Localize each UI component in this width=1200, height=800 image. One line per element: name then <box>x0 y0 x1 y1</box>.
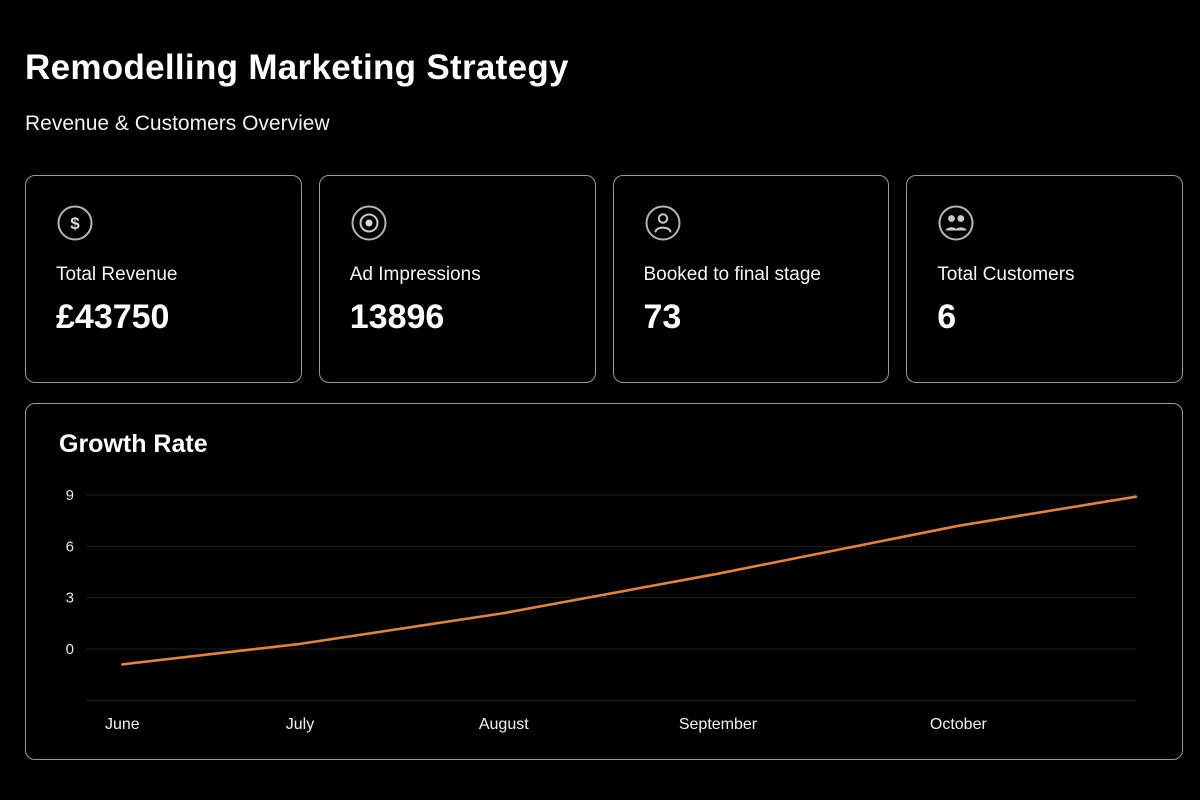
users-icon <box>938 205 974 241</box>
x-axis-label: August <box>479 716 529 733</box>
page-subtitle: Revenue & Customers Overview <box>25 112 330 135</box>
growth-rate-chart: 0 3 6 9 June July August September October <box>66 487 1138 733</box>
card-value: 13896 <box>349 298 445 336</box>
x-axis-label: June <box>105 716 140 733</box>
y-tick-label: 0 <box>66 641 74 658</box>
x-axis-label: September <box>679 716 758 733</box>
card-label: Ad Impressions <box>349 264 481 285</box>
card-label: Total Customers <box>937 264 1075 285</box>
card-label: Booked to final stage <box>643 264 821 285</box>
card-value: £43750 <box>56 298 170 336</box>
user-icon <box>645 205 680 241</box>
growth-line <box>121 495 1138 666</box>
page-title: Remodelling Marketing Strategy <box>25 48 569 87</box>
booked-final-stage-card: Booked to final stage 73 <box>612 175 890 383</box>
y-tick-label: 3 <box>66 590 74 607</box>
target-icon <box>351 205 387 241</box>
dollar-glyph: $ <box>70 214 80 233</box>
card-value: 6 <box>937 298 957 336</box>
card-label: Total Revenue <box>56 264 178 285</box>
card-value: 73 <box>643 298 682 336</box>
growth-rate-panel: Growth Rate 0 3 6 9 June July August September O… <box>25 403 1183 760</box>
x-axis-label: July <box>286 716 314 733</box>
ad-impressions-card: Ad Impressions 13896 <box>318 175 596 383</box>
x-axis-label: October <box>930 716 988 733</box>
chart-title: Growth Rate <box>59 430 208 458</box>
y-tick-label: 6 <box>66 538 74 555</box>
y-tick-label: 9 <box>66 487 74 504</box>
total-customers-card: Total Customers 6 <box>906 175 1183 383</box>
stat-cards-row: $ Total Revenue £43750 Ad Impressions 13… <box>25 175 1183 383</box>
dollar-icon: $ <box>57 205 93 241</box>
total-revenue-card: $ Total Revenue £43750 <box>25 175 302 383</box>
